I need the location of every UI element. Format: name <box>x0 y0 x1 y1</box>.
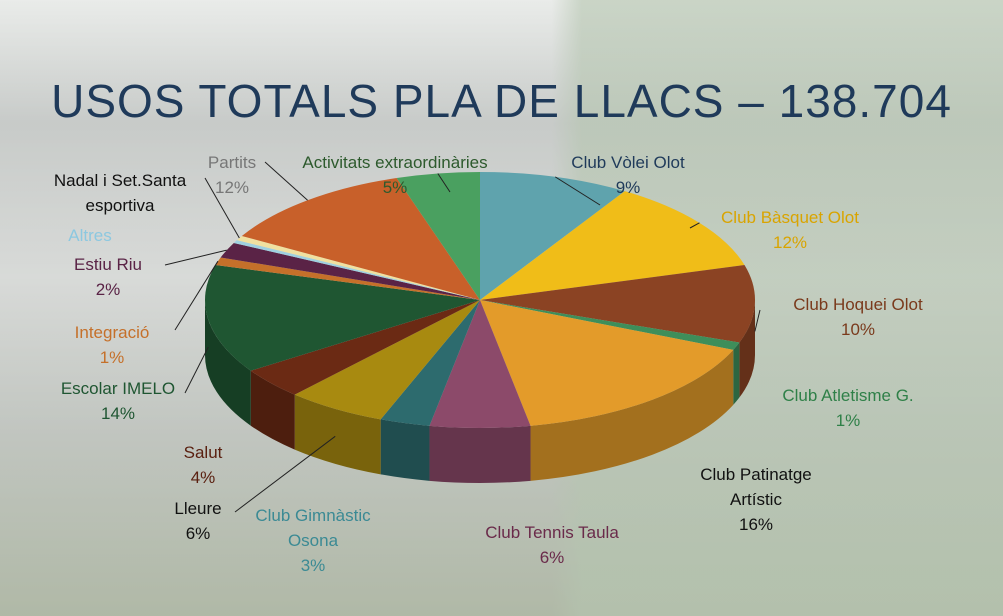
slice <box>480 264 755 343</box>
slice <box>236 236 480 300</box>
leader-line <box>184 346 209 394</box>
slice-label: Salut <box>183 443 223 462</box>
value-label: 9% <box>615 178 641 197</box>
value-label: 12% <box>214 178 250 197</box>
slice-label: Estiu Riu <box>73 255 143 274</box>
slice <box>220 242 480 300</box>
slice <box>480 172 625 300</box>
value-label: 1% <box>835 411 861 430</box>
slice-side <box>294 394 381 475</box>
slice-label: Escolar IMELO <box>60 379 176 398</box>
value-label: 3% <box>300 556 326 575</box>
value-label: 6% <box>539 548 565 567</box>
slice <box>205 264 481 371</box>
slice-side <box>205 300 251 426</box>
slice <box>250 300 480 395</box>
value-label: 12% <box>772 233 808 252</box>
slice-label: Partits <box>207 153 257 172</box>
slice <box>215 257 480 300</box>
slice-side <box>739 300 755 398</box>
slice-label: Club Tennis Taula <box>485 523 619 542</box>
leader-line <box>204 177 240 239</box>
leader-line <box>554 176 601 206</box>
slice-label: Nadal i Set.Santa esportiva <box>53 171 187 215</box>
slice-side <box>250 370 295 450</box>
value-label: 10% <box>840 320 876 339</box>
leader-line <box>264 161 308 201</box>
leader-line <box>689 222 700 229</box>
slice-side <box>530 349 734 481</box>
slice <box>380 300 480 426</box>
slice-side <box>429 425 531 483</box>
chart-title: USOS TOTALS PLA DE LLACS – 138.704 <box>51 75 952 127</box>
value-label: 2% <box>95 280 121 299</box>
value-label: 5% <box>382 178 408 197</box>
leader-line <box>234 435 336 513</box>
slice-side <box>380 419 430 481</box>
leader-line <box>174 260 219 331</box>
slice-label: Club Patinatge Artístic <box>700 465 812 509</box>
value-label: 16% <box>738 515 774 534</box>
slice-label: Lleure <box>174 499 222 518</box>
slice <box>480 300 734 426</box>
slice-label: Club Bàsquet Olot <box>721 208 859 227</box>
slice <box>480 191 745 300</box>
slice-label: Club Hoquei Olot <box>793 295 923 314</box>
value-label: 4% <box>190 468 216 487</box>
leader-line <box>164 249 227 266</box>
slice-label: Club Gimnàstic Osona <box>255 506 371 550</box>
value-label: 1% <box>99 348 125 367</box>
slice-label: Altres <box>68 226 112 245</box>
slice <box>429 300 531 429</box>
leader-line <box>754 309 761 332</box>
value-label: 14% <box>100 404 136 423</box>
slice <box>396 172 480 300</box>
slice <box>241 178 480 300</box>
slice <box>294 300 480 420</box>
slice-label: Activitats extraordinàries <box>302 153 488 172</box>
slice-side <box>733 342 740 405</box>
slice <box>233 240 480 300</box>
slice-label: Club Atletisme G. <box>782 386 914 405</box>
slice-label: Club Vòlei Olot <box>571 153 685 172</box>
slice-label: Integració <box>74 323 150 342</box>
value-label: 6% <box>185 524 211 543</box>
leader-line <box>437 173 451 193</box>
slice <box>480 300 740 350</box>
